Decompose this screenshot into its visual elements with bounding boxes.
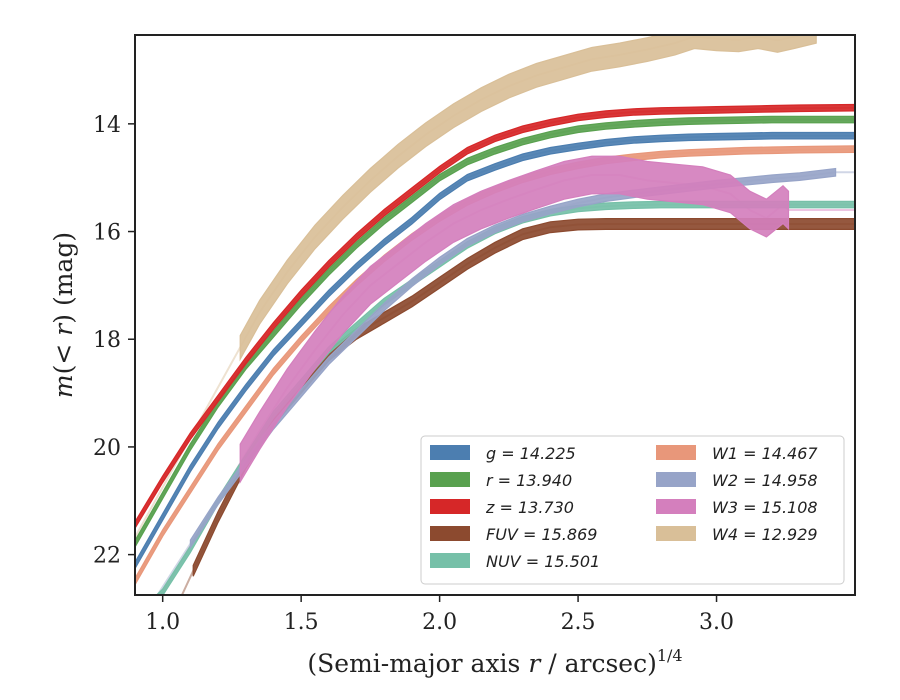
series-r-band: [135, 115, 855, 549]
legend-label-NUV: NUV = 15.501: [486, 552, 600, 571]
legend-label-r: r = 13.940: [486, 471, 572, 490]
y-tick-label: 20: [93, 436, 121, 461]
legend-swatch-W3: [656, 499, 696, 514]
x-tick-label: 3.0: [699, 610, 734, 635]
y-axis: 14 16 18 20 22: [93, 113, 135, 569]
legend-swatch-NUV: [430, 553, 470, 568]
legend-label-z: z = 13.730: [485, 498, 574, 517]
legend-label-FUV: FUV = 15.869: [486, 525, 597, 544]
legend-frame: [420, 435, 845, 585]
x-tick-label: 1.5: [284, 610, 319, 635]
y-axis-title: m(< r) (mag): [49, 232, 78, 398]
series-layer: [135, 35, 855, 595]
legend-swatch-r: [430, 472, 470, 487]
legend-label-W2: W2 = 14.958: [712, 471, 818, 490]
x-tick-label: 2.5: [561, 610, 596, 635]
plot-frame: [134, 34, 856, 596]
legend-swatch-g: [430, 445, 470, 460]
series-g-band: [135, 131, 855, 570]
x-tick-label: 2.0: [422, 610, 457, 635]
legend-swatch-W2: [656, 472, 696, 487]
legend-swatch-W4: [656, 526, 696, 541]
y-tick-label: 22: [93, 544, 121, 569]
series-W3-band: [239, 155, 790, 485]
x-axis: 1.0 1.5 2.0 2.5 3.0: [145, 595, 734, 635]
x-axis-title: (Semi-major axis r / arcsec)1/4: [307, 646, 682, 678]
series-W2-band: [189, 167, 837, 550]
series-FUV-band: [192, 218, 855, 577]
legend-swatch-z: [430, 499, 470, 514]
legend: g = 14.225 r = 13.940 z = 13.730 FUV = 15.8…: [420, 435, 845, 585]
y-tick-label: 16: [93, 221, 121, 246]
legend-label-W1: W1 = 14.467: [712, 444, 818, 463]
y-tick-label: 14: [93, 113, 121, 138]
legend-label-W3: W3 = 15.108: [712, 498, 818, 517]
x-tick-label: 1.0: [145, 610, 180, 635]
y-tick-label: 18: [93, 328, 121, 353]
legend-swatch-W1: [656, 445, 696, 460]
series-NUV-band: [155, 200, 855, 595]
legend-swatch-FUV: [430, 526, 470, 541]
series-z-band: [135, 103, 855, 530]
legend-label-g: g = 14.225: [486, 444, 576, 463]
legend-label-W4: W4 = 12.929: [712, 525, 818, 544]
series-W4-band: [239, 35, 817, 362]
